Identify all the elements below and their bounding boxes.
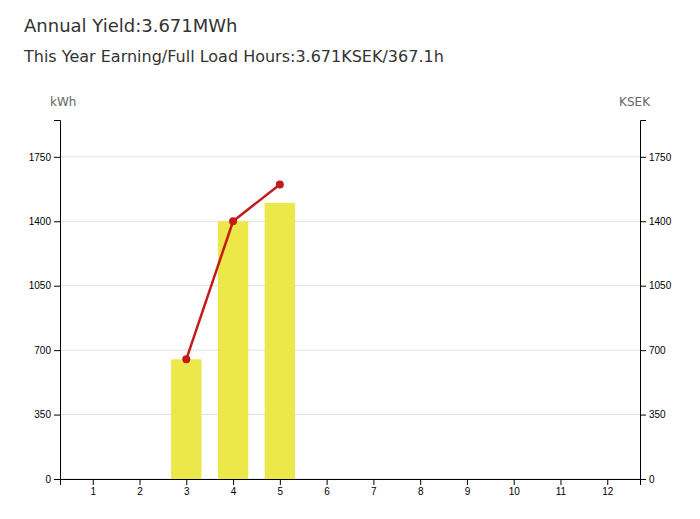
tick: 2 [137,479,143,497]
tick: 3 [184,479,190,497]
tick-label: 1050 [649,280,672,291]
tick: 700 [640,345,666,356]
bar [265,203,295,479]
marks [171,180,295,479]
tick-mark [640,350,646,351]
tick-mark [93,479,94,485]
tick-label: 9 [465,486,471,497]
plot: kWhKSEK123456789101112035070010501400175… [29,95,672,497]
point [182,355,190,363]
tick-label: 4 [231,486,237,497]
tick: 1750 [29,152,60,163]
tick-label: 2 [137,486,143,497]
tick-mark [54,286,60,287]
tick: 11 [556,479,567,497]
tick: 0 [45,474,60,485]
point [229,217,237,225]
tick: 1400 [640,216,672,227]
tick-mark [233,479,234,485]
tick-mark [280,479,281,485]
axis-domain [54,121,61,480]
axis-domain [641,121,647,480]
grid [60,157,640,479]
tick: 8 [418,479,424,497]
tick-label: 11 [556,486,567,497]
tick-label: 7 [371,486,377,497]
tick-mark [467,479,468,485]
tick-mark [54,157,60,158]
tick-mark [640,415,646,416]
y2-axis: 0 350 700 1050 1400 1750 [640,121,672,485]
tick-label: 1750 [29,152,52,163]
tick-label: 350 [649,409,666,420]
grid-line [60,285,640,286]
y-axis-title: kWh [50,95,76,109]
bar [171,359,201,479]
tick: 12 [602,479,614,497]
tick-mark [640,157,646,158]
tick: 0 [640,474,655,485]
tick: 1750 [640,152,672,163]
tick-mark [560,479,561,485]
axis-domain [61,480,641,486]
tick-mark [327,479,328,485]
tick-label: 8 [418,486,424,497]
grid-line [60,414,640,415]
tick: 700 [34,345,60,356]
tick-label: 1050 [29,280,52,291]
tick-label: 700 [34,345,51,356]
tick-mark [186,479,187,485]
tick-mark [54,350,60,351]
tick-mark [640,286,646,287]
tick: 1050 [640,280,672,291]
tick-mark [640,221,646,222]
tick-mark [54,221,60,222]
grid-line [60,156,640,157]
tick-label: 0 [649,474,655,485]
tick: 10 [509,479,521,497]
tick-label: 10 [509,486,521,497]
tick: 7 [371,479,377,497]
tick-label: 1750 [649,152,672,163]
tick: 1050 [29,280,60,291]
tick-label: 3 [184,486,190,497]
tick-label: 6 [324,486,330,497]
tick-label: 1 [90,486,96,497]
tick: 1 [90,479,96,497]
grid-line [60,350,640,351]
tick-label: 12 [602,486,614,497]
title: Annual Yield:3.671MWh [24,15,237,36]
tick-label: 5 [278,486,284,497]
y2-axis-title: KSEK [619,95,651,109]
tick: 6 [324,479,330,497]
tick: 4 [231,479,237,497]
grid-line [60,221,640,222]
subtitle: This Year Earning/Full Load Hours:3.671K… [23,47,444,66]
tick: 350 [640,409,666,420]
tick-mark [140,479,141,485]
point [276,180,284,188]
tick-mark [607,479,608,485]
tick-label: 1400 [29,216,52,227]
tick: 5 [278,479,284,497]
tick-label: 700 [649,345,666,356]
tick: 350 [34,409,60,420]
chart: Annual Yield:3.671MWh This Year Earning/F… [0,0,700,519]
tick: 1400 [29,216,60,227]
tick: 9 [465,479,471,497]
x-axis: 123456789101112 [61,479,641,497]
tick-label: 350 [34,409,51,420]
line [186,184,280,359]
tick-mark [54,479,60,480]
y-axis: 0 350 700 1050 1400 1750 [29,121,61,485]
tick-label: 1400 [649,216,672,227]
tick-mark [514,479,515,485]
tick-mark [640,479,646,480]
tick-mark [373,479,374,485]
tick-mark [54,415,60,416]
bar [218,221,248,479]
tick-label: 0 [45,474,51,485]
tick-mark [420,479,421,485]
